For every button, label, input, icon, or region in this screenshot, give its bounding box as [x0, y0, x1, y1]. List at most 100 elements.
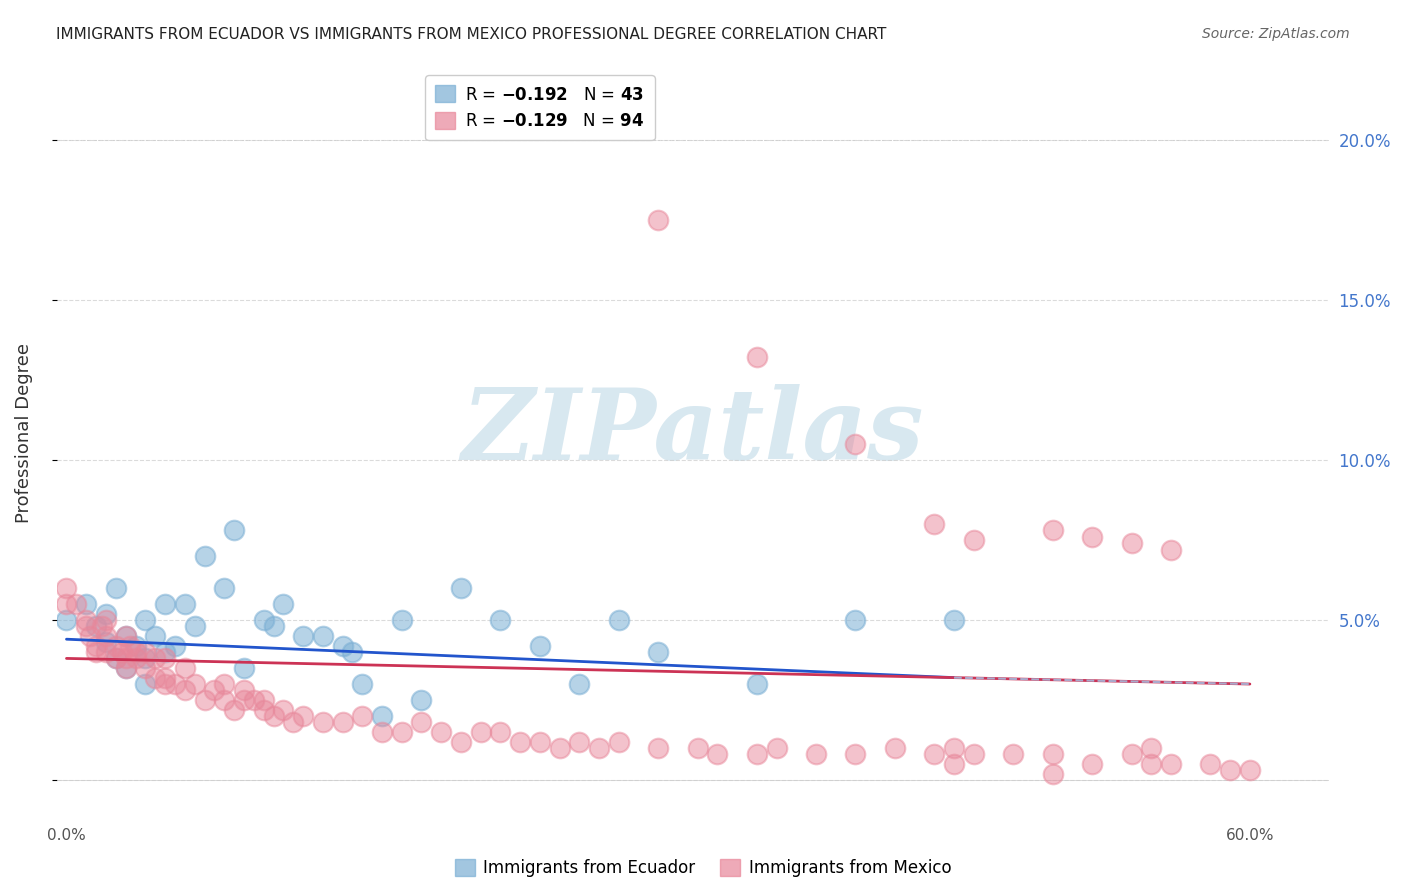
Point — [568, 677, 591, 691]
Point — [924, 516, 946, 531]
Point — [84, 645, 107, 659]
Point — [134, 661, 156, 675]
Point — [450, 581, 472, 595]
Point — [75, 597, 97, 611]
Point — [607, 734, 630, 748]
Point — [65, 597, 87, 611]
Point — [1199, 757, 1222, 772]
Point — [153, 677, 176, 691]
Point — [253, 693, 276, 707]
Point — [706, 747, 728, 762]
Point — [943, 741, 966, 756]
Point — [647, 212, 669, 227]
Point — [153, 651, 176, 665]
Point — [352, 709, 374, 723]
Point — [233, 683, 256, 698]
Point — [134, 613, 156, 627]
Point — [342, 645, 364, 659]
Point — [844, 613, 866, 627]
Point — [173, 661, 195, 675]
Point — [804, 747, 827, 762]
Point — [1160, 542, 1182, 557]
Point — [202, 683, 225, 698]
Point — [193, 693, 215, 707]
Point — [153, 597, 176, 611]
Point — [94, 629, 117, 643]
Point — [1140, 741, 1163, 756]
Point — [118, 639, 141, 653]
Point — [94, 635, 117, 649]
Point — [173, 597, 195, 611]
Point — [263, 619, 285, 633]
Point — [94, 645, 117, 659]
Point — [963, 533, 986, 547]
Point — [94, 607, 117, 621]
Point — [273, 597, 295, 611]
Point — [183, 677, 205, 691]
Point — [153, 645, 176, 659]
Point — [134, 651, 156, 665]
Point — [111, 645, 134, 659]
Point — [963, 747, 986, 762]
Point — [489, 613, 512, 627]
Point — [84, 619, 107, 633]
Point — [489, 725, 512, 739]
Point — [143, 671, 166, 685]
Point — [233, 693, 256, 707]
Point — [844, 747, 866, 762]
Point — [1002, 747, 1025, 762]
Point — [134, 645, 156, 659]
Point — [352, 677, 374, 691]
Point — [292, 709, 315, 723]
Point — [1042, 747, 1064, 762]
Point — [745, 747, 768, 762]
Point — [1081, 530, 1104, 544]
Point — [371, 709, 394, 723]
Point — [233, 661, 256, 675]
Point — [1239, 764, 1261, 778]
Point — [153, 671, 176, 685]
Legend: Immigrants from Ecuador, Immigrants from Mexico: Immigrants from Ecuador, Immigrants from… — [449, 852, 957, 884]
Point — [75, 619, 97, 633]
Point — [55, 597, 77, 611]
Point — [273, 703, 295, 717]
Point — [91, 619, 114, 633]
Point — [647, 741, 669, 756]
Point — [114, 661, 136, 675]
Point — [686, 741, 709, 756]
Point — [224, 524, 246, 538]
Point — [214, 677, 236, 691]
Point — [430, 725, 453, 739]
Point — [332, 715, 354, 730]
Point — [104, 581, 127, 595]
Point — [224, 703, 246, 717]
Point — [104, 651, 127, 665]
Point — [844, 437, 866, 451]
Point — [104, 639, 127, 653]
Point — [163, 639, 186, 653]
Point — [470, 725, 492, 739]
Point — [1160, 757, 1182, 772]
Point — [411, 693, 433, 707]
Point — [193, 549, 215, 563]
Point — [55, 613, 77, 627]
Point — [114, 661, 136, 675]
Point — [765, 741, 787, 756]
Point — [312, 629, 335, 643]
Point — [312, 715, 335, 730]
Point — [450, 734, 472, 748]
Point — [214, 581, 236, 595]
Point — [1140, 757, 1163, 772]
Point — [263, 709, 285, 723]
Text: 0.0%: 0.0% — [46, 828, 86, 843]
Legend: R = $\mathbf{-0.192}$   N = $\mathbf{43}$, R = $\mathbf{-0.129}$   N = $\mathbf{: R = $\mathbf{-0.192}$ N = $\mathbf{43}$,… — [426, 76, 655, 140]
Point — [79, 629, 101, 643]
Point — [114, 629, 136, 643]
Point — [548, 741, 571, 756]
Point — [124, 645, 146, 659]
Point — [183, 619, 205, 633]
Point — [163, 677, 186, 691]
Point — [371, 725, 394, 739]
Point — [529, 734, 551, 748]
Point — [124, 639, 146, 653]
